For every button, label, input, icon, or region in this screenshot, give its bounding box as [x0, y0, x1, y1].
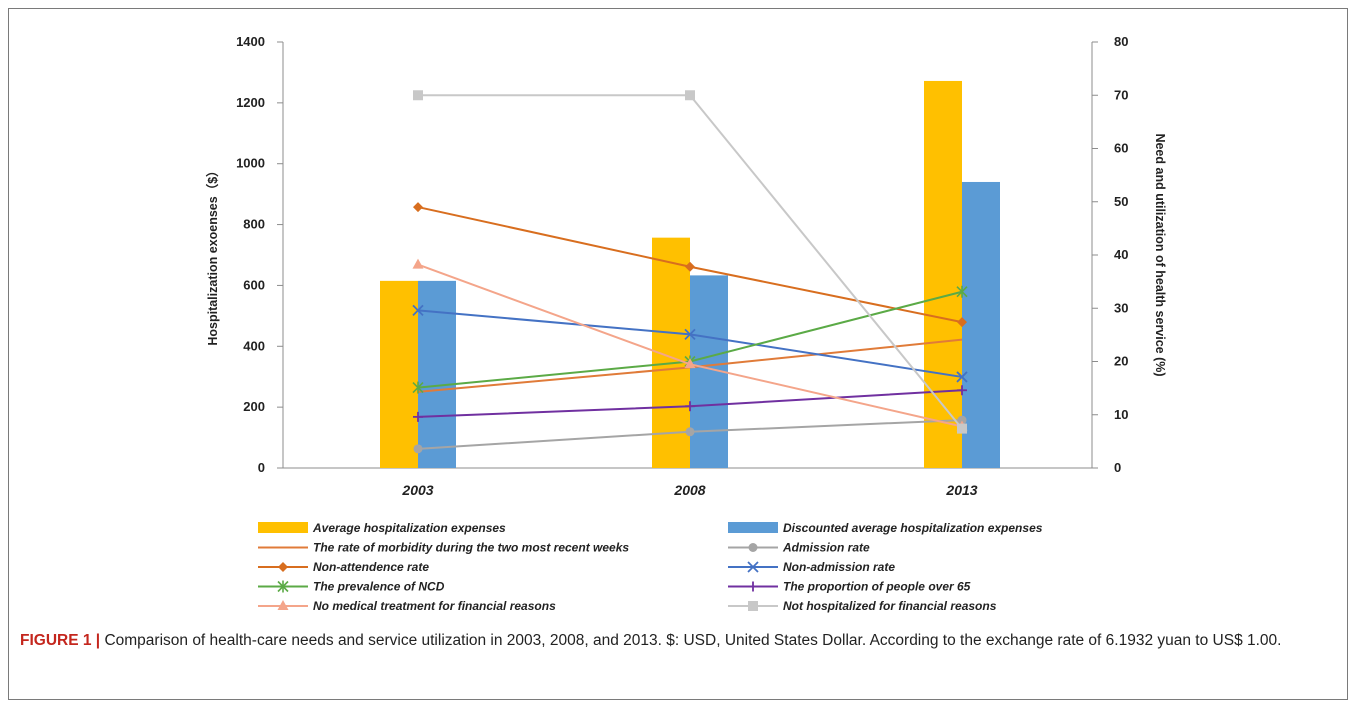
- marker-triangle: [684, 358, 696, 369]
- legend-item: Admission rate: [728, 541, 870, 555]
- marker-plus: [685, 401, 695, 412]
- legend-swatch: [728, 522, 778, 533]
- marker-circle: [957, 415, 967, 425]
- right-tick-label: 0: [1114, 460, 1121, 475]
- line-series-2: [413, 202, 967, 328]
- left-tick-label: 1200: [236, 95, 265, 110]
- marker-x-stroke: [412, 304, 424, 317]
- legend-label: Non-admission rate: [783, 560, 895, 574]
- marker-x: [412, 304, 424, 317]
- legend-item: Non-admission rate: [728, 560, 895, 574]
- legend-item: Not hospitalized for financial reasons: [728, 599, 997, 613]
- x-tick-label: 2003: [401, 482, 433, 498]
- chart: 0 200 400 600 800 1000 1200 1400 0 10 20 30 40 50 60 70…: [205, 34, 1167, 613]
- right-tick-label: 60: [1114, 141, 1128, 156]
- right-tick-label: 20: [1114, 354, 1128, 369]
- marker-x-stroke: [956, 371, 968, 383]
- caption-text: Comparison of health-care needs and serv…: [100, 632, 1282, 649]
- left-tick-label: 400: [243, 338, 265, 353]
- marker-x-stroke: [747, 561, 759, 573]
- marker-plus: [748, 581, 758, 592]
- figure-frame: [8, 8, 1348, 700]
- lines: [412, 90, 968, 454]
- line-series-3: [412, 304, 968, 383]
- marker-diamond: [957, 317, 967, 328]
- left-tick-label: 0: [258, 460, 265, 475]
- marker-diamond: [278, 562, 288, 572]
- marker-square: [413, 90, 423, 101]
- bar-discounted-2003: [418, 280, 456, 468]
- figure-caption: FIGURE 1 | Comparison of health-care nee…: [20, 630, 1340, 652]
- marker-circle: [413, 444, 423, 454]
- left-tick-label: 800: [243, 217, 265, 232]
- bar-average-2003: [380, 280, 418, 468]
- legend-item: No medical treatment for financial reaso…: [258, 599, 556, 613]
- left-tick-label: 1400: [236, 34, 265, 49]
- marker-square: [957, 423, 967, 434]
- marker-star: [956, 285, 968, 298]
- right-axis-title: Need and utilization of health service (…: [1153, 133, 1167, 376]
- marker-square: [685, 90, 695, 101]
- marker-circle: [748, 543, 758, 552]
- legend-item: The prevalence of NCD: [258, 580, 445, 594]
- legend-label: Discounted average hospitalization expen…: [783, 521, 1043, 535]
- legend-label: No medical treatment for financial reaso…: [313, 599, 556, 613]
- axes: 0 200 400 600 800 1000 1200 1400 0 10 20 30 40 50 60 70…: [205, 34, 1167, 498]
- legend-swatch: [258, 522, 308, 533]
- right-tick-label: 40: [1114, 247, 1128, 262]
- line-series-1: [413, 415, 967, 454]
- legend-label: Non-attendence rate: [313, 560, 429, 574]
- marker-square: [748, 601, 758, 611]
- marker-triangle: [412, 258, 424, 269]
- legend-item: Discounted average hospitalization expen…: [728, 521, 1043, 535]
- legend-item: The rate of morbidity during the two mos…: [258, 541, 629, 555]
- marker-circle: [685, 427, 695, 437]
- legend-label: Average hospitalization expenses: [312, 521, 506, 535]
- legend-label: The prevalence of NCD: [313, 580, 445, 594]
- marker-x: [684, 328, 696, 340]
- marker-x: [747, 561, 759, 573]
- x-tick-label: 2013: [945, 482, 977, 498]
- legend-label: Not hospitalized for financial reasons: [783, 599, 997, 613]
- line-series-7: [413, 90, 967, 434]
- marker-x: [956, 371, 968, 383]
- bars: [380, 80, 1000, 468]
- left-tick-label: 200: [243, 399, 265, 414]
- right-tick-label: 10: [1114, 407, 1128, 422]
- line-series-5: [413, 385, 967, 422]
- caption-lead: FIGURE 1 |: [20, 632, 101, 649]
- marker-x-stroke: [684, 328, 696, 340]
- right-tick-label: 50: [1114, 194, 1128, 209]
- legend: Average hospitalization expenses Discount…: [258, 521, 1043, 613]
- left-tick-label: 600: [243, 277, 265, 292]
- marker-star: [277, 580, 289, 593]
- right-tick-label: 80: [1114, 34, 1128, 49]
- right-tick-label: 70: [1114, 87, 1128, 102]
- legend-label: The proportion of people over 65: [783, 580, 971, 594]
- legend-label: Admission rate: [782, 541, 870, 555]
- right-tick-label: 30: [1114, 300, 1128, 315]
- legend-item: The proportion of people over 65: [728, 580, 971, 594]
- left-axis-title: Hospitalization exoenses（$）: [205, 164, 220, 345]
- marker-triangle: [277, 600, 289, 610]
- bar-discounted-2013: [962, 181, 1000, 468]
- marker-star: [412, 381, 424, 394]
- legend-label: The rate of morbidity during the two mos…: [313, 541, 629, 555]
- bar-average-2013: [924, 80, 962, 468]
- legend-item: Non-attendence rate: [258, 560, 429, 574]
- legend-item: Average hospitalization expenses: [258, 521, 506, 535]
- marker-diamond: [413, 202, 423, 213]
- left-tick-label: 1000: [236, 156, 265, 171]
- marker-diamond: [685, 261, 695, 272]
- marker-plus: [413, 411, 423, 422]
- x-tick-label: 2008: [673, 482, 705, 498]
- marker-plus: [957, 385, 967, 396]
